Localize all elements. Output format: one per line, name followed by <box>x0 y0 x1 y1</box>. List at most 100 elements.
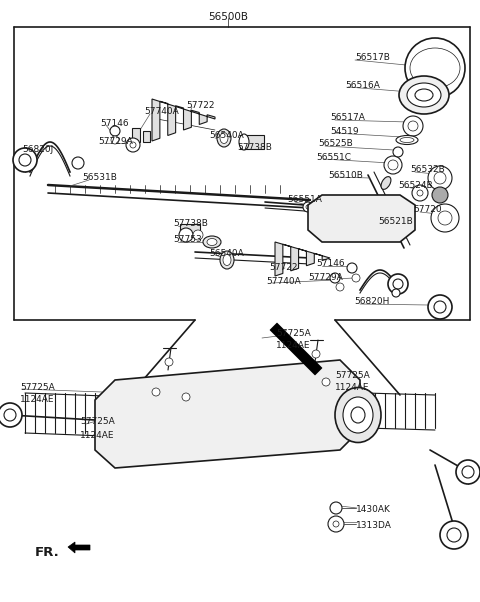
Text: 56532B: 56532B <box>410 166 445 175</box>
Circle shape <box>111 136 119 144</box>
Text: 57722: 57722 <box>269 264 298 273</box>
Bar <box>143 131 150 142</box>
Circle shape <box>0 403 22 427</box>
Text: 1430AK: 1430AK <box>356 506 391 515</box>
Ellipse shape <box>415 89 433 101</box>
Bar <box>180 224 200 236</box>
Text: 57725A: 57725A <box>335 370 370 379</box>
Circle shape <box>408 121 418 131</box>
Ellipse shape <box>207 238 217 246</box>
Circle shape <box>336 283 344 291</box>
Text: 57146: 57146 <box>316 259 345 268</box>
Text: 56510B: 56510B <box>328 170 363 179</box>
Circle shape <box>347 263 357 273</box>
Circle shape <box>434 172 446 184</box>
Circle shape <box>393 147 403 157</box>
Text: 57725A: 57725A <box>20 382 55 391</box>
Ellipse shape <box>223 255 231 265</box>
Circle shape <box>412 185 428 201</box>
Text: 56820J: 56820J <box>22 144 53 154</box>
Circle shape <box>330 502 342 514</box>
Text: 57720: 57720 <box>413 205 442 214</box>
Circle shape <box>352 274 360 282</box>
Ellipse shape <box>400 137 414 143</box>
Bar <box>132 128 140 142</box>
Ellipse shape <box>220 132 228 143</box>
Circle shape <box>434 301 446 313</box>
Text: 56516A: 56516A <box>345 81 380 90</box>
Polygon shape <box>152 99 215 141</box>
Circle shape <box>384 156 402 174</box>
Text: 56551A: 56551A <box>287 196 322 205</box>
Circle shape <box>405 38 465 98</box>
Circle shape <box>13 148 37 172</box>
Ellipse shape <box>217 129 231 147</box>
Circle shape <box>126 138 140 152</box>
Ellipse shape <box>410 48 460 88</box>
Circle shape <box>312 350 320 358</box>
Text: 57753: 57753 <box>173 235 202 244</box>
Circle shape <box>303 202 313 212</box>
Circle shape <box>392 289 400 297</box>
Text: 56524B: 56524B <box>398 181 432 190</box>
Circle shape <box>416 49 454 87</box>
Circle shape <box>182 393 190 401</box>
Circle shape <box>431 204 459 232</box>
Text: 56540A: 56540A <box>209 249 244 258</box>
Circle shape <box>388 160 398 170</box>
Ellipse shape <box>351 407 365 423</box>
Circle shape <box>427 60 443 76</box>
Text: 1124AE: 1124AE <box>276 341 311 350</box>
Circle shape <box>393 279 403 289</box>
Text: 56525B: 56525B <box>318 140 353 149</box>
Circle shape <box>403 116 423 136</box>
Text: 57740A: 57740A <box>266 276 301 285</box>
Ellipse shape <box>381 176 391 190</box>
Circle shape <box>438 211 452 225</box>
Text: 56820H: 56820H <box>354 297 389 306</box>
Text: 56521B: 56521B <box>378 217 413 226</box>
Ellipse shape <box>239 134 249 150</box>
Text: 57722: 57722 <box>186 101 215 110</box>
Bar <box>240 135 264 149</box>
Text: 56517A: 56517A <box>330 114 365 122</box>
Circle shape <box>110 126 120 136</box>
Text: 1124AE: 1124AE <box>335 383 370 393</box>
Polygon shape <box>95 360 360 468</box>
Circle shape <box>72 157 84 169</box>
Circle shape <box>428 295 452 319</box>
Ellipse shape <box>407 83 441 107</box>
Text: 57740A: 57740A <box>144 108 179 117</box>
Circle shape <box>322 378 330 386</box>
Circle shape <box>462 466 474 478</box>
Circle shape <box>388 274 408 294</box>
Ellipse shape <box>396 135 418 144</box>
Circle shape <box>328 516 344 532</box>
Ellipse shape <box>343 397 373 433</box>
Ellipse shape <box>335 388 381 442</box>
Polygon shape <box>270 323 322 375</box>
Text: 57729A: 57729A <box>308 273 343 282</box>
Text: FR.: FR. <box>35 547 60 559</box>
Circle shape <box>432 187 448 203</box>
Circle shape <box>179 228 193 242</box>
Circle shape <box>333 521 339 527</box>
Ellipse shape <box>220 251 234 269</box>
Text: 57725A: 57725A <box>80 418 115 426</box>
Polygon shape <box>275 242 330 276</box>
Text: 57729A: 57729A <box>98 137 133 146</box>
Text: 56500B: 56500B <box>208 12 248 22</box>
Circle shape <box>152 388 160 396</box>
Circle shape <box>130 142 136 148</box>
Text: 57738B: 57738B <box>237 143 272 152</box>
Text: 1313DA: 1313DA <box>356 521 392 530</box>
Ellipse shape <box>399 76 449 114</box>
Text: 1124AE: 1124AE <box>80 430 115 439</box>
Circle shape <box>330 273 340 283</box>
Text: 56531B: 56531B <box>82 173 117 182</box>
Polygon shape <box>68 542 90 553</box>
Circle shape <box>165 358 173 366</box>
Circle shape <box>417 190 423 196</box>
Ellipse shape <box>203 236 221 248</box>
Circle shape <box>456 460 480 484</box>
